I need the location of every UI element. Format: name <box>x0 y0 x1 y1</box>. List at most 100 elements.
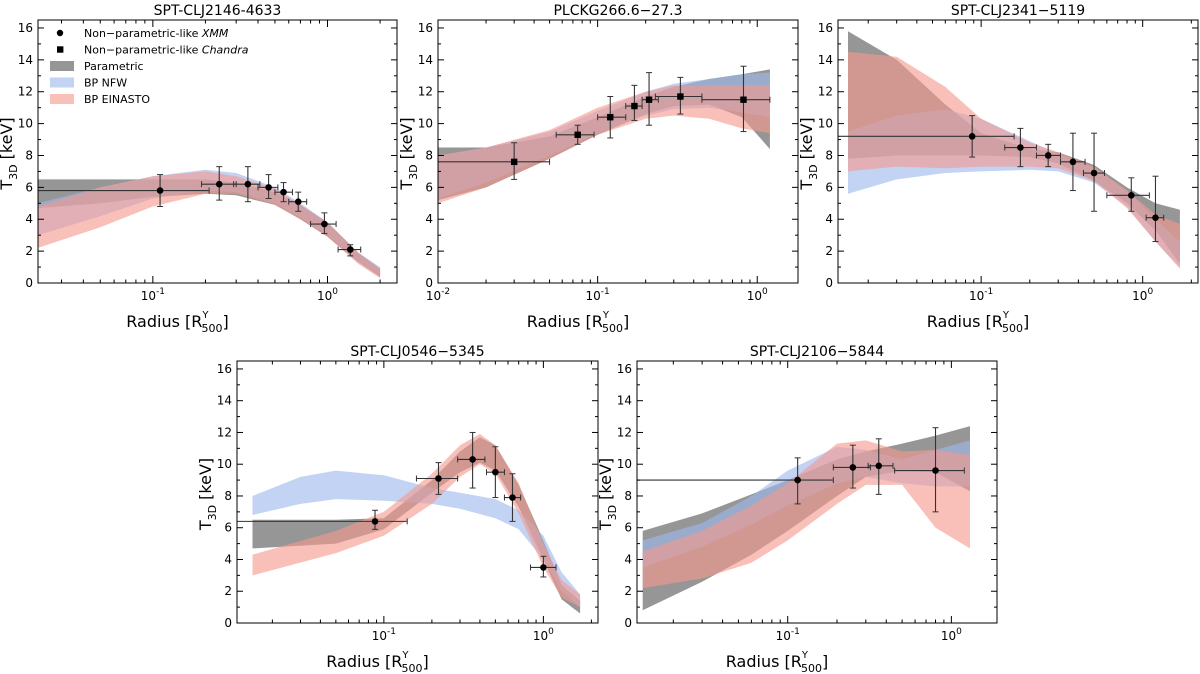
square-marker <box>740 96 747 103</box>
y-tick-label: 12 <box>617 425 632 439</box>
y-axis-label: T3D [keV] <box>596 458 619 531</box>
x-tick-label: 10-2 <box>426 287 450 303</box>
band-bp-einasto <box>438 85 770 204</box>
square-marker <box>510 158 518 166</box>
y-tick-label: 0 <box>425 276 433 290</box>
x-tick-label: 10-1 <box>372 627 396 643</box>
y-axis-label: T3D [keV] <box>797 117 820 190</box>
points-group <box>637 427 965 513</box>
data-point <box>1060 132 1086 192</box>
circle-marker <box>492 468 499 476</box>
axes-frame <box>837 19 1199 284</box>
y-axis-label: T3D [keV] <box>397 117 420 190</box>
legend-swatch <box>50 77 74 88</box>
y-tick-label: 8 <box>224 489 232 503</box>
y-tick-label: 8 <box>425 148 433 162</box>
data-point <box>597 96 627 139</box>
axes-frame <box>437 19 799 284</box>
x-tick-label: 10-1 <box>585 287 609 303</box>
x-axis-label: Radius [RY 500] <box>927 310 1029 335</box>
legend-item: BP EINASTO <box>50 93 150 106</box>
y-tick-label: 6 <box>624 521 632 535</box>
square-marker <box>574 131 581 138</box>
band-bp-einasto <box>848 51 1180 269</box>
band-group <box>252 434 581 614</box>
square-marker <box>677 93 684 100</box>
data-point <box>486 446 505 499</box>
panel-title: SPT-CLJ2341−5119 <box>951 3 1085 19</box>
y-tick-label: 4 <box>624 552 632 566</box>
band-group <box>848 31 1180 269</box>
data-point <box>237 509 408 530</box>
y-tick-label: 10 <box>418 117 433 131</box>
axes-frame <box>636 360 998 624</box>
data-point <box>1106 177 1150 212</box>
circle-marker <box>265 184 272 191</box>
circle-marker <box>1017 144 1024 151</box>
y-tick-label: 14 <box>217 394 232 408</box>
y-tick-label: 0 <box>825 276 833 290</box>
data-point <box>625 84 643 121</box>
band-bp-einasto <box>252 434 581 608</box>
x-tick-label: 100 <box>941 627 962 643</box>
x-tick-label: 10-1 <box>141 287 165 303</box>
y-tick-label: 6 <box>224 521 232 535</box>
y-tick-label: 10 <box>18 117 33 131</box>
circle-marker <box>1127 192 1135 199</box>
x-tick-label: 10-1 <box>969 287 993 303</box>
y-axis-label: T3D [keV] <box>0 117 20 190</box>
legend-label: Parametric <box>84 60 144 73</box>
x-tick-label: 100 <box>533 627 554 643</box>
circle-marker <box>968 133 976 140</box>
square-marker <box>631 102 638 110</box>
y-tick-label: 12 <box>418 85 433 99</box>
y-tick-label: 14 <box>418 53 433 67</box>
circle-marker <box>244 180 252 188</box>
band-group <box>642 426 970 611</box>
circle-marker <box>156 187 164 194</box>
y-tick-label: 4 <box>224 552 232 566</box>
data-point <box>415 462 459 495</box>
legend-label: Non−parametric-like Chandra <box>84 44 249 57</box>
circle-marker <box>435 475 442 482</box>
axes-frame <box>37 19 398 284</box>
points-group <box>237 431 557 578</box>
data-point <box>337 244 362 257</box>
data-point <box>529 555 557 578</box>
data-point <box>1145 175 1165 243</box>
y-tick-label: 4 <box>25 212 33 226</box>
legend-item: BP NFW <box>50 77 127 90</box>
data-point <box>310 212 337 235</box>
legend-square-marker <box>57 46 64 53</box>
circle-marker <box>321 220 328 228</box>
circle-marker <box>280 188 287 196</box>
band-parametric <box>252 437 581 614</box>
y-tick-label: 16 <box>617 362 632 376</box>
y-tick-label: 16 <box>418 21 433 35</box>
band-bp-einasto <box>38 171 381 279</box>
circle-marker <box>371 518 379 525</box>
data-point <box>503 473 522 522</box>
y-tick-label: 12 <box>18 85 33 99</box>
legend-item: Non−parametric-like XMM <box>56 27 229 40</box>
legend-swatch <box>50 61 74 71</box>
y-tick-label: 8 <box>825 148 833 162</box>
circle-marker <box>215 180 223 188</box>
legend-label: Non−parametric-like XMM <box>84 27 229 40</box>
band-group <box>38 169 381 279</box>
data-point <box>832 444 871 489</box>
y-tick-label: 6 <box>425 180 433 194</box>
legend-label: BP NFW <box>84 77 127 90</box>
data-point <box>438 142 551 180</box>
legend-circle-marker <box>56 29 64 37</box>
panel-spt-clj2106-5844: 0 2 4 6 8 10 12 14 16 10-1 100 SPT-CLJ2106−5844 Radi… <box>596 344 998 674</box>
x-tick-label: 100 <box>1132 287 1153 303</box>
data-point <box>641 72 659 126</box>
y-tick-label: 0 <box>25 276 33 290</box>
y-tick-label: 4 <box>825 212 833 226</box>
y-tick-label: 2 <box>425 244 433 258</box>
x-axis-label: Radius [RY 500] <box>126 310 228 335</box>
circle-marker <box>509 494 516 501</box>
points-group <box>438 65 771 180</box>
circle-marker <box>875 462 883 470</box>
